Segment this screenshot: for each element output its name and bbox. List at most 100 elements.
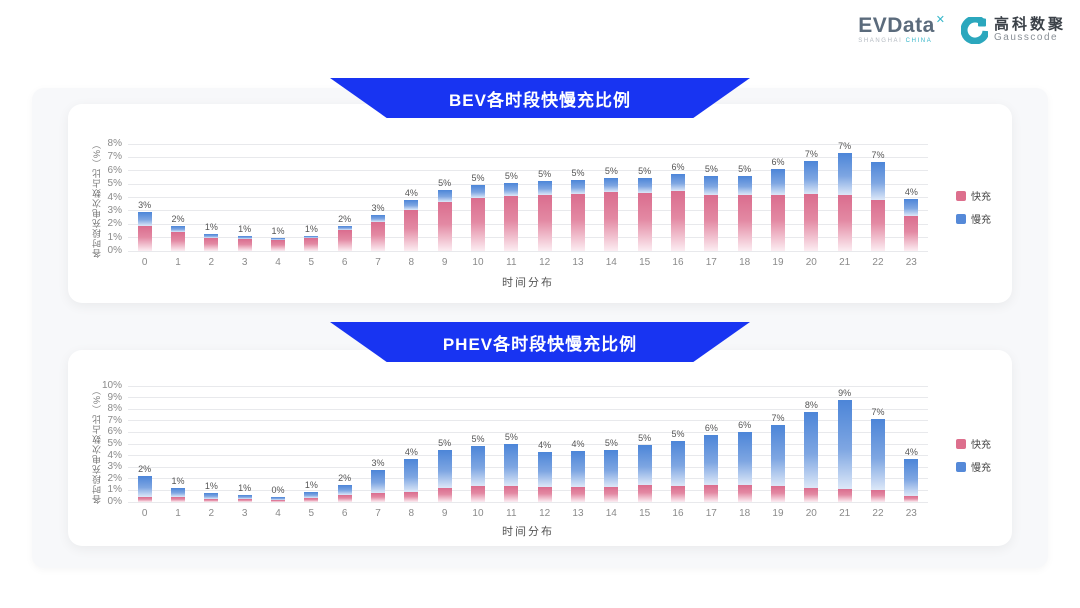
bar-column: 4% bbox=[528, 440, 561, 502]
phev-chart-card: 各时段充电次数占比（%） 0% 1% 2% 3% 4% 5% 6% 7% 8% 9% 10% 2% 0 1… bbox=[68, 350, 1012, 546]
bar-column: 7% bbox=[761, 413, 794, 502]
bar-segment-slow-charge bbox=[637, 445, 652, 485]
bar-segment-slow-charge bbox=[537, 181, 552, 195]
bar-total-label: 6% bbox=[671, 162, 685, 173]
x-tick-label: 10 bbox=[472, 257, 484, 268]
bar-segment-slow-charge bbox=[804, 411, 819, 489]
gridline bbox=[128, 408, 928, 410]
bar-column: 3% bbox=[361, 458, 394, 502]
legend-item-fast[interactable]: 快充 bbox=[956, 436, 991, 451]
bar-segment-fast-charge bbox=[837, 489, 852, 502]
bar-segment-fast-charge bbox=[837, 194, 852, 251]
bar-segment-slow-charge bbox=[570, 180, 585, 194]
legend-item-slow[interactable]: 慢充 bbox=[956, 211, 991, 226]
gridline bbox=[128, 478, 928, 480]
bar-segment-fast-charge bbox=[604, 486, 619, 502]
bar-column: 5% bbox=[461, 173, 494, 251]
x-tick-label: 6 bbox=[341, 508, 348, 519]
bar-column: 7% bbox=[828, 141, 861, 251]
y-tick-label: 5% bbox=[107, 438, 122, 449]
bar-segment-fast-charge bbox=[504, 485, 519, 502]
x-axis-title: 时间分布 bbox=[502, 277, 554, 289]
evdata-wordmark: EVData bbox=[858, 14, 935, 37]
bar-segment-fast-charge bbox=[870, 490, 885, 502]
bar-total-label: 4% bbox=[404, 447, 418, 458]
bar-column: 5% bbox=[495, 171, 528, 251]
y-tick-label: 6% bbox=[107, 164, 122, 176]
bar-segment-fast-charge bbox=[804, 193, 819, 251]
bar-column: 4% bbox=[395, 447, 428, 502]
legend-item-fast[interactable]: 快充 bbox=[956, 188, 991, 203]
bar-segment-fast-charge bbox=[404, 491, 419, 502]
bar-segment-fast-charge bbox=[670, 485, 685, 502]
y-tick-label: 8% bbox=[107, 138, 122, 149]
y-tick-label: 4% bbox=[107, 191, 122, 203]
legend-swatch-slow-icon bbox=[956, 213, 966, 224]
bar-segment-fast-charge bbox=[270, 499, 285, 502]
x-tick-label: 17 bbox=[705, 508, 717, 519]
bar-total-label: 3% bbox=[138, 200, 152, 211]
bar-segment-slow-charge bbox=[537, 452, 552, 487]
bar-column: 5% bbox=[628, 166, 661, 251]
legend: 快充 慢充 bbox=[956, 436, 991, 474]
bar-segment-fast-charge bbox=[237, 499, 252, 502]
gridline bbox=[128, 455, 928, 457]
bar-column: 6% bbox=[728, 420, 761, 502]
bar-total-label: 5% bbox=[638, 433, 652, 444]
bar-total-label: 3% bbox=[371, 458, 385, 469]
bar-column: 6% bbox=[761, 157, 794, 251]
legend-item-slow[interactable]: 慢充 bbox=[956, 459, 991, 474]
bar-segment-slow-charge bbox=[870, 418, 885, 491]
bar-total-label: 5% bbox=[471, 172, 485, 183]
bar-segment-slow-charge bbox=[804, 161, 819, 194]
legend-swatch-fast-icon bbox=[956, 438, 966, 449]
x-tick-label: 3 bbox=[241, 257, 248, 268]
bar-segment-slow-charge bbox=[837, 153, 852, 195]
bar-segment-fast-charge bbox=[570, 193, 585, 251]
x-tick-label: 10 bbox=[472, 508, 484, 519]
bar-total-label: 2% bbox=[138, 464, 152, 475]
bar-total-label: 8% bbox=[804, 399, 818, 410]
bar-segment-slow-charge bbox=[770, 169, 785, 195]
bar-total-label: 1% bbox=[171, 476, 185, 487]
bar-total-label: 5% bbox=[538, 169, 552, 180]
bar-segment-slow-charge bbox=[670, 174, 685, 191]
bar-total-label: 6% bbox=[771, 157, 785, 168]
gridline bbox=[128, 431, 928, 433]
x-tick-label: 21 bbox=[839, 257, 851, 268]
bar-segment-fast-charge bbox=[237, 238, 252, 251]
bar-column: 1% bbox=[228, 224, 261, 251]
x-tick-label: 22 bbox=[872, 257, 884, 268]
bar-segment-fast-charge bbox=[770, 194, 785, 251]
bev-chart-card: 各时段充电次数占比（%） 0% 1% 2% 3% 4% 5% 6% 7% 8% 3% 0 2% 1 1% 2… bbox=[68, 104, 1012, 303]
x-tick-label: 14 bbox=[605, 508, 617, 519]
bar-column: 2% bbox=[328, 214, 361, 251]
bar-segment-fast-charge bbox=[370, 221, 385, 251]
bar-total-label: 9% bbox=[838, 387, 852, 398]
bar-total-label: 4% bbox=[904, 447, 918, 458]
legend-label-fast: 快充 bbox=[971, 440, 991, 451]
gridline bbox=[128, 397, 928, 399]
bar-column: 1% bbox=[161, 476, 194, 502]
bar-total-label: 4% bbox=[904, 186, 918, 197]
bar-segment-slow-charge bbox=[237, 495, 252, 500]
y-tick-label: 4% bbox=[107, 449, 122, 461]
bar-segment-slow-charge bbox=[904, 459, 919, 497]
bar-column: 4% bbox=[895, 187, 928, 251]
bar-segment-slow-charge bbox=[737, 432, 752, 485]
y-tick-label: 0% bbox=[107, 496, 122, 507]
bar-segment-slow-charge bbox=[470, 184, 485, 198]
bar-segment-slow-charge bbox=[337, 484, 352, 496]
bar-column: 7% bbox=[861, 150, 894, 251]
bar-total-label: 1% bbox=[204, 221, 218, 232]
bar-column: 9% bbox=[828, 388, 861, 502]
bar-total-label: 7% bbox=[771, 413, 785, 424]
x-tick-label: 0 bbox=[141, 508, 148, 519]
bar-total-label: 1% bbox=[238, 483, 252, 494]
phev-chart-banner: PHEV各时段快慢充比例 bbox=[330, 322, 750, 362]
gausscode-logo: 高科数聚 Gausscode bbox=[960, 16, 1066, 44]
bar-segment-fast-charge bbox=[204, 237, 219, 251]
bar-segment-fast-charge bbox=[270, 240, 285, 251]
x-axis-title: 时间分布 bbox=[502, 526, 554, 538]
gridline bbox=[128, 466, 928, 468]
